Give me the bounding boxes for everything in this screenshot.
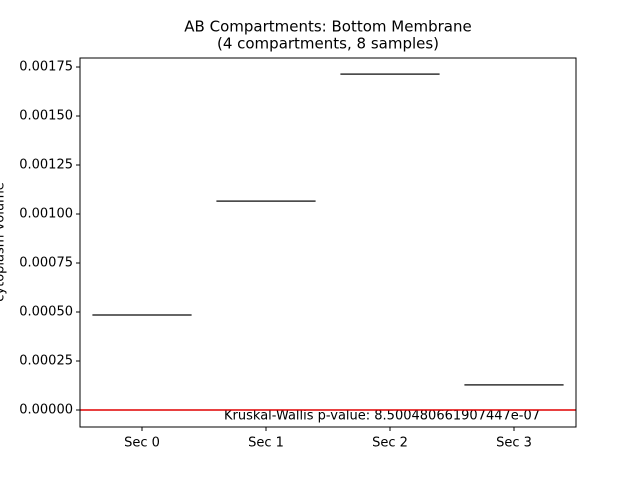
chart-subtitle: (4 compartments, 8 samples): [217, 35, 439, 53]
y-axis-label: cytoplasm volume: [0, 182, 8, 301]
annotation: Kruskal-Wallis p-value: 8.50048066190744…: [224, 409, 540, 424]
y-tick-label: 0.00125: [19, 158, 73, 173]
y-tick-label: 0.00050: [19, 305, 73, 320]
y-tick-label: 0.00150: [19, 109, 73, 124]
y-tick-label: 0.00175: [19, 60, 73, 75]
plot-frame: [79, 57, 577, 428]
x-tick-label: Sec 0: [124, 436, 160, 451]
y-tick-label: 0.00075: [19, 256, 73, 271]
x-tick-label: Sec 1: [248, 436, 284, 451]
chart-title: AB Compartments: Bottom Membrane: [184, 18, 471, 36]
y-tick-label: 0.00100: [19, 207, 73, 222]
y-tick-label: 0.00000: [19, 403, 73, 418]
y-tick-label: 0.00025: [19, 354, 73, 369]
x-tick-label: Sec 2: [372, 436, 408, 451]
x-tick-label: Sec 3: [496, 436, 532, 451]
